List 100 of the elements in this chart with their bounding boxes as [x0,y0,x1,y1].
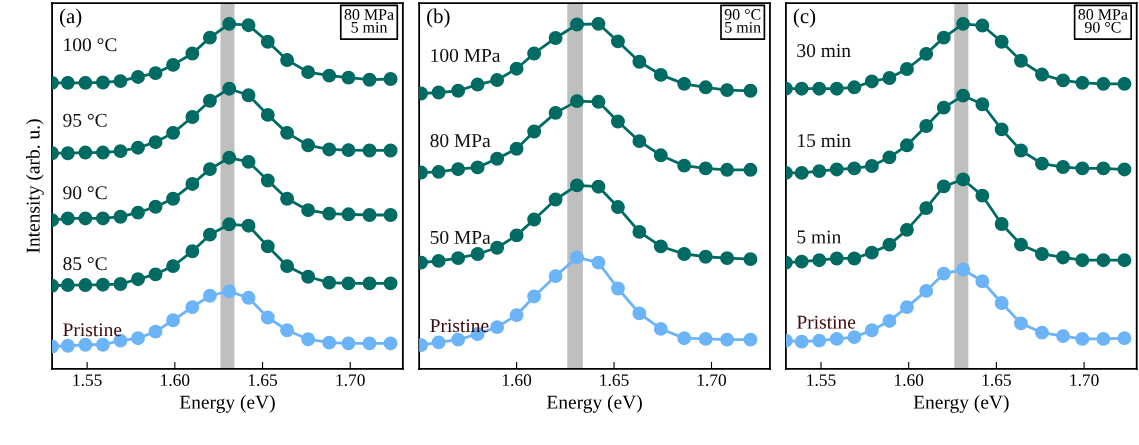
point [548,192,563,207]
point [899,138,914,153]
point [632,306,647,321]
point [451,332,466,347]
point [131,272,145,287]
point [1014,53,1028,68]
point [812,164,827,179]
point [919,119,934,133]
point [743,332,758,347]
point [362,208,377,222]
point [383,208,398,222]
point [509,61,524,76]
point [148,324,163,339]
point [956,16,971,31]
series-label: 95 °C [63,113,107,127]
point [301,138,316,153]
point [864,74,879,89]
point [113,144,128,159]
point [322,206,337,221]
x-tick-label: 1.65 [600,374,629,387]
point [743,83,758,98]
x-axis-title: Energy (eV) [546,395,642,413]
point [812,253,827,268]
point [341,207,356,222]
point [131,331,145,346]
point [260,173,275,188]
point [677,76,692,91]
annotation: (c) [793,8,816,28]
point [829,162,844,177]
point [60,211,75,226]
x-tick-label: 1.55 [807,374,836,387]
point [1014,143,1028,158]
point [632,224,647,239]
point [1035,67,1049,82]
point [864,323,879,338]
point [847,80,862,95]
series-label: Pristine [63,323,122,337]
point [1096,331,1111,346]
series-label: 90 °C [63,186,107,200]
point [222,217,237,232]
point [570,17,584,32]
point [185,176,200,191]
point [829,81,844,96]
point [362,336,377,351]
point [202,93,217,108]
point [95,337,110,352]
point [148,267,163,282]
point [956,88,971,103]
point [936,179,951,194]
point [166,259,181,274]
x-tick-label: 1.60 [161,374,190,387]
point [698,80,713,95]
point [677,247,692,261]
point [341,336,356,351]
point [591,16,606,31]
point [148,135,163,150]
point [166,313,181,328]
point [490,151,505,166]
point [632,54,647,69]
point [78,278,93,292]
point [1056,73,1070,88]
point [919,46,934,61]
point [956,262,971,277]
point [743,162,758,177]
point [222,81,237,96]
point [882,313,897,328]
point [60,338,75,353]
point [698,161,713,176]
point [653,67,668,82]
point [322,68,337,83]
x-tick-label: 1.55 [73,374,102,387]
point [280,191,295,206]
point [470,247,485,261]
point [899,222,914,237]
point [1014,237,1028,252]
point [451,162,466,177]
point [241,290,256,305]
point [260,239,275,254]
series-label: 5 min [797,230,841,244]
point [794,334,809,349]
point [301,269,316,284]
point [78,75,93,90]
annotation: 80 MPa 5 min [344,9,394,33]
point [131,70,145,84]
point [301,332,316,347]
point [527,124,542,139]
x-tick-label: 1.70 [336,374,365,387]
point [260,107,275,122]
point [1075,331,1090,346]
point [1117,162,1132,177]
point [653,239,668,254]
point [677,331,692,346]
point [919,201,934,216]
point [78,337,93,352]
annotation: (b) [427,8,450,28]
point [653,148,668,163]
x-tick-label: 1.60 [502,374,532,387]
point [451,83,466,98]
point [936,100,951,115]
point [1056,329,1070,344]
